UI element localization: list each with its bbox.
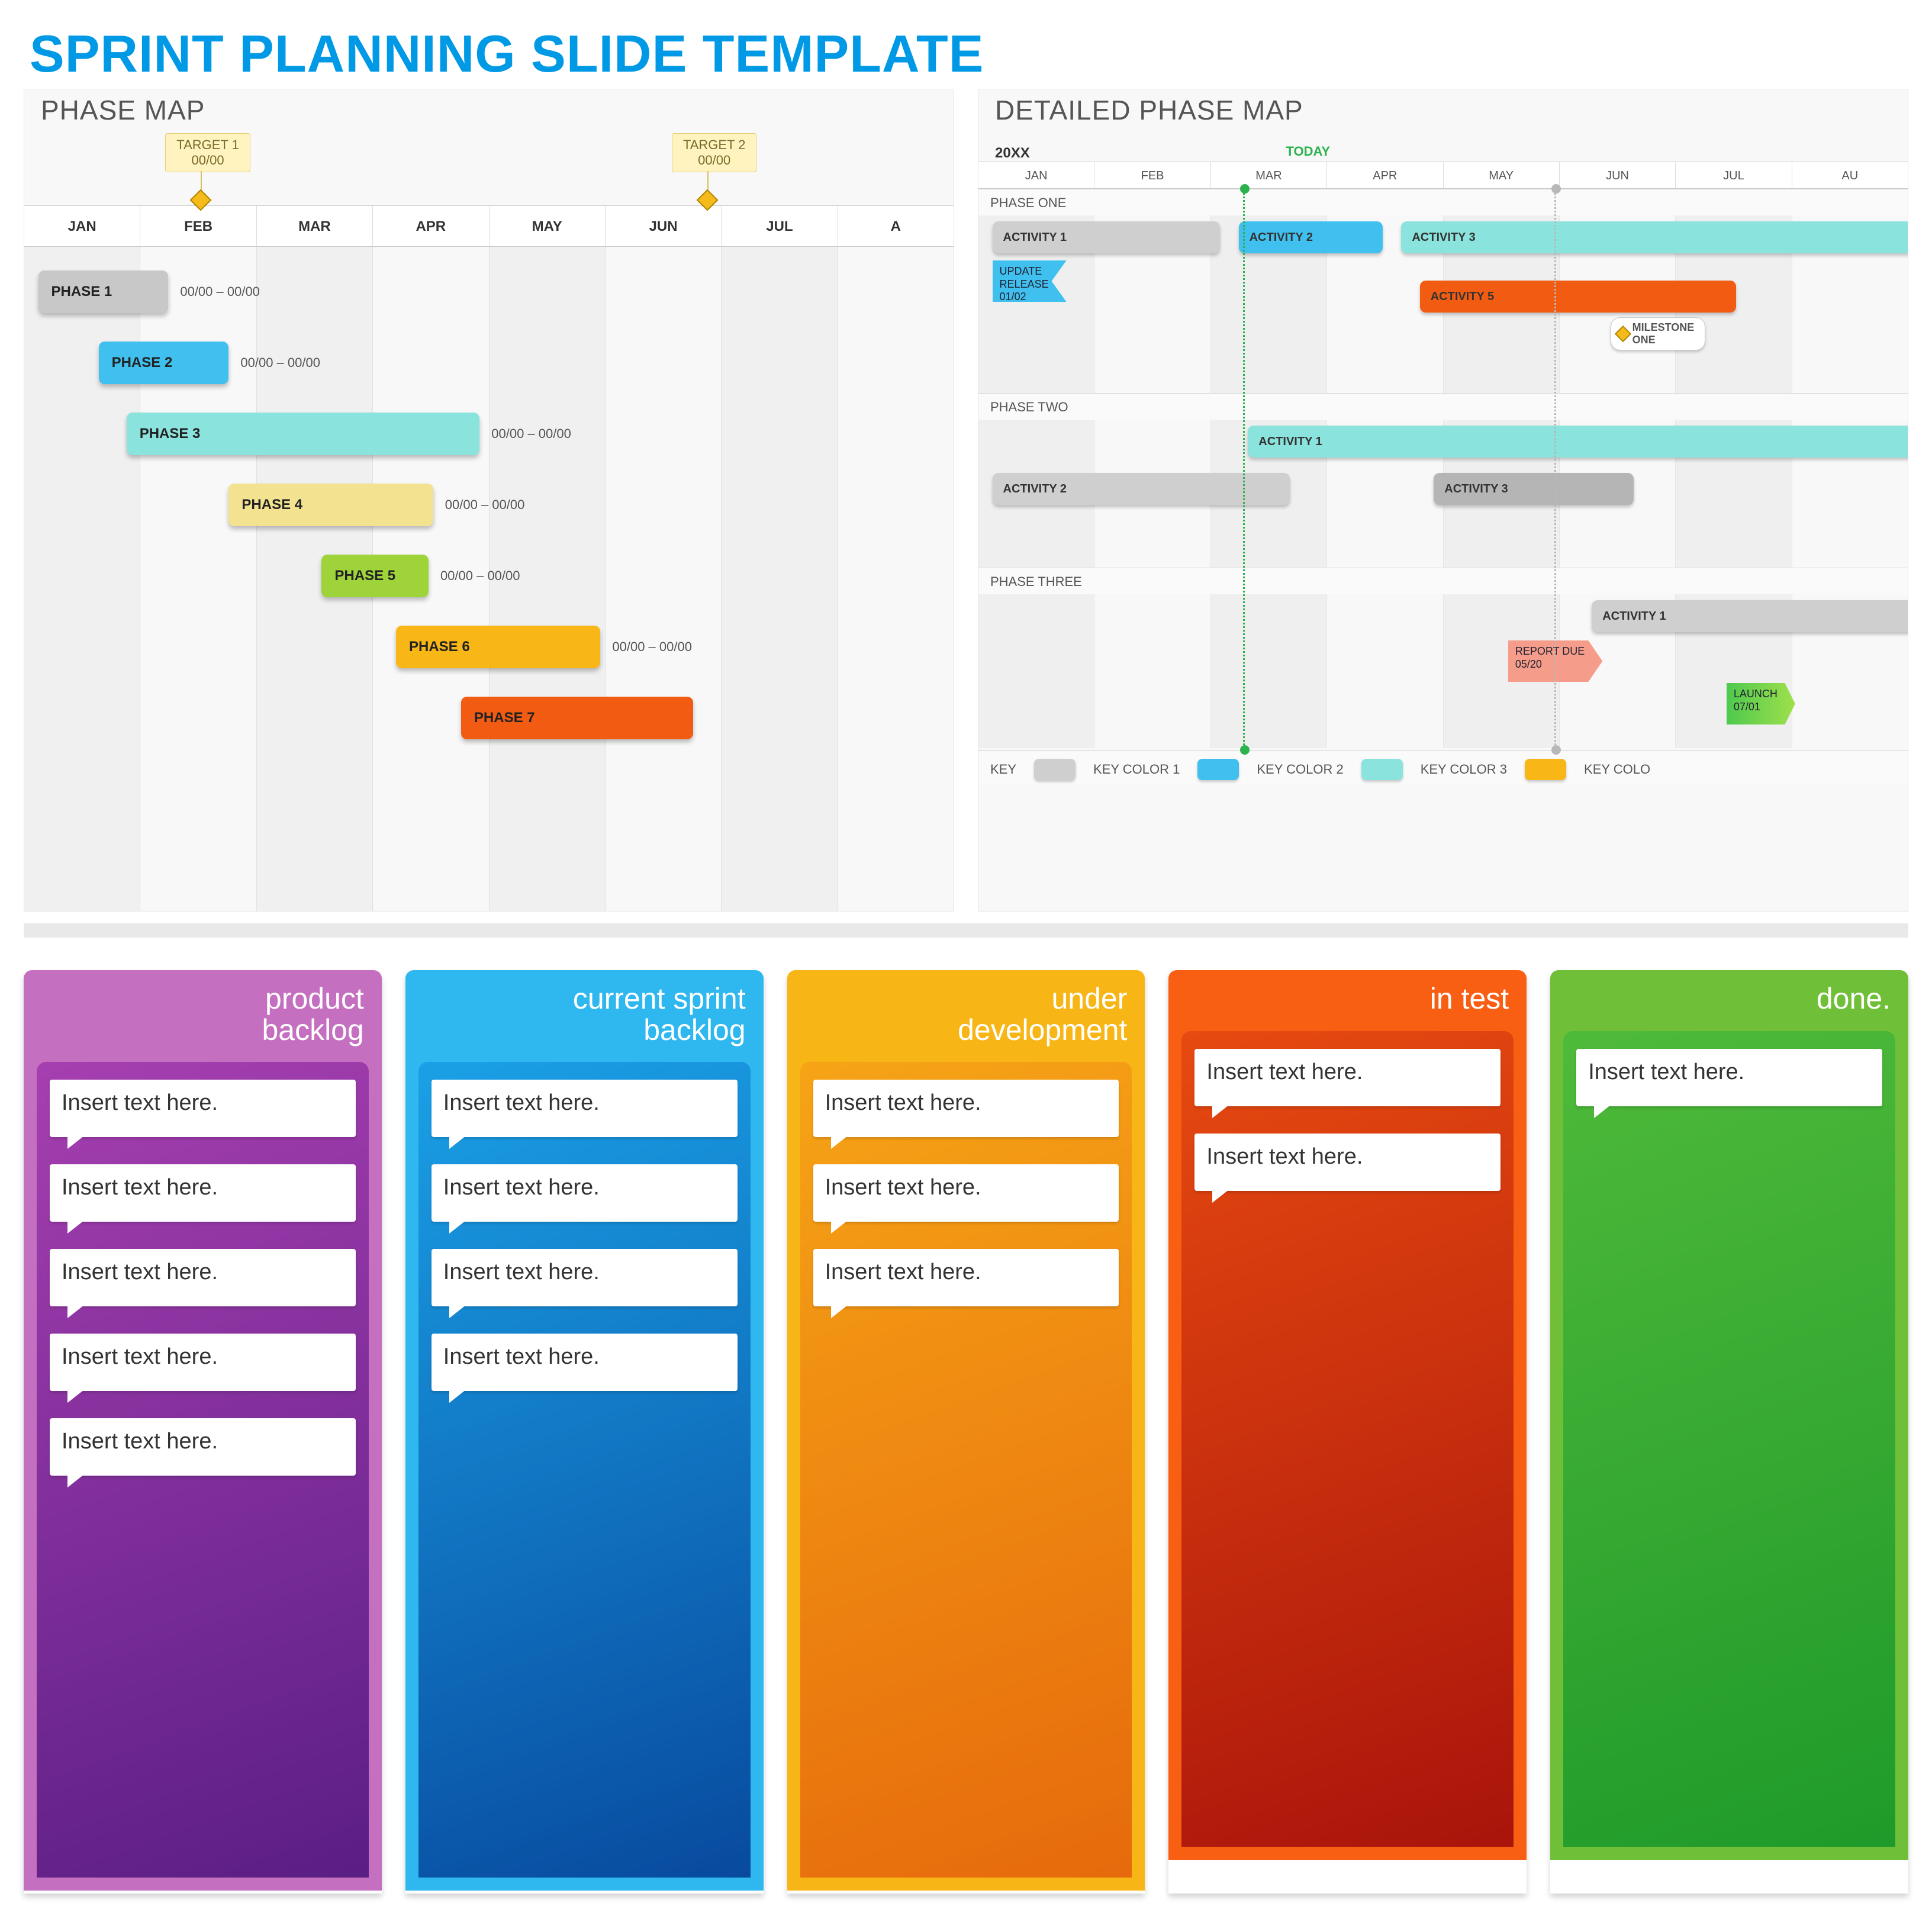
phase-date: 00/00 – 00/00 <box>445 497 525 513</box>
key-swatch <box>1361 759 1403 780</box>
month-cell: MAY <box>1443 162 1559 188</box>
page-title: SPRINT PLANNING SLIDE TEMPLATE <box>24 24 1908 84</box>
column-title: productbacklog <box>24 970 382 1062</box>
month-header-cell: JUN <box>605 206 721 246</box>
key-text: KEY COLOR 3 <box>1421 762 1507 777</box>
kanban-card[interactable]: Insert text here. <box>813 1164 1119 1222</box>
activity-bar: ACTIVITY 1 <box>1592 600 1908 632</box>
phase-bar: PHASE 7 <box>461 697 694 739</box>
phase-date: 00/00 – 00/00 <box>612 639 692 655</box>
kanban-card[interactable]: Insert text here. <box>1194 1049 1500 1106</box>
phase-date: 00/00 – 00/00 <box>440 568 520 584</box>
kanban-column: done. Insert text here. <box>1550 970 1908 1894</box>
kanban-column: underdevelopment Insert text here. Insert … <box>787 970 1145 1894</box>
month-header-cell: A <box>838 206 954 246</box>
activity-bar: ACTIVITY 5 <box>1420 281 1736 313</box>
phase-bar: PHASE 2 <box>99 342 229 384</box>
phase-bar: PHASE 5 <box>321 555 429 597</box>
phase-bar: PHASE 3 <box>127 413 480 455</box>
key-text: KEY COLO <box>1584 762 1650 777</box>
activity-bar: ACTIVITY 1 <box>993 221 1221 253</box>
phase-date: 00/00 – 00/00 <box>491 426 571 442</box>
phase-date: 00/00 – 00/00 <box>180 284 260 300</box>
month-cell: JAN <box>978 162 1094 188</box>
flag-marker: LAUNCH07/01 <box>1727 683 1795 724</box>
month-header-cell: JUL <box>721 206 837 246</box>
year-label: 20XX <box>995 145 1030 162</box>
target-label: TARGET 2 <box>683 137 746 153</box>
kanban-column: current sprintbacklog Insert text here. In… <box>405 970 764 1894</box>
kanban-card[interactable]: Insert text here. <box>432 1164 738 1222</box>
phase-map-title: PHASE MAP <box>24 89 954 128</box>
detailed-title: DETAILED PHASE MAP <box>978 89 1908 128</box>
kanban-card[interactable]: Insert text here. <box>50 1164 356 1222</box>
kanban-card[interactable]: Insert text here. <box>432 1334 738 1391</box>
kanban-card[interactable]: Insert text here. <box>1194 1134 1500 1191</box>
month-header-cell: MAR <box>256 206 372 246</box>
column-title: current sprintbacklog <box>405 970 764 1062</box>
kanban-card[interactable]: Insert text here. <box>432 1080 738 1137</box>
phase-bar: PHASE 1 <box>38 271 169 313</box>
month-cell: MAR <box>1210 162 1326 188</box>
activity-bar: ACTIVITY 2 <box>993 473 1290 505</box>
month-cell: JUN <box>1559 162 1675 188</box>
phase-map-panel: PHASE MAP TARGET 100/00TARGET 200/00 JAN… <box>24 89 954 912</box>
column-title: done. <box>1550 970 1908 1031</box>
month-cell: JUL <box>1675 162 1791 188</box>
target-date: 00/00 <box>683 153 746 168</box>
key-text: KEY COLOR 2 <box>1257 762 1343 777</box>
kanban-card[interactable]: Insert text here. <box>50 1418 356 1476</box>
key-label: KEY <box>990 762 1016 777</box>
milestone-pill: MILESTONEONE <box>1611 317 1706 350</box>
section-label: PHASE THREE <box>978 568 1908 594</box>
phase-date: 00/00 – 00/00 <box>240 355 320 371</box>
kanban-card[interactable]: Insert text here. <box>432 1249 738 1306</box>
month-header-cell: FEB <box>140 206 256 246</box>
key-swatch <box>1197 759 1239 780</box>
today-label: TODAY <box>1286 144 1330 159</box>
phase-bar: PHASE 4 <box>228 484 433 526</box>
month-header-cell: APR <box>372 206 488 246</box>
phase-bar: PHASE 6 <box>396 626 600 668</box>
kanban-card[interactable]: Insert text here. <box>50 1334 356 1391</box>
section-label: PHASE ONE <box>978 189 1908 215</box>
kanban-column: in test Insert text here. Insert text here… <box>1168 970 1527 1894</box>
activity-bar: ACTIVITY 3 <box>1401 221 1908 253</box>
section-label: PHASE TWO <box>978 393 1908 420</box>
key-swatch <box>1034 759 1076 780</box>
column-title: in test <box>1168 970 1527 1031</box>
kanban-card[interactable]: Insert text here. <box>813 1249 1119 1306</box>
detailed-phase-map-panel: DETAILED PHASE MAP 20XX TODAY JANFEBMARA… <box>978 89 1908 912</box>
month-header-cell: MAY <box>489 206 605 246</box>
month-header-cell: JAN <box>24 206 140 246</box>
target-date: 00/00 <box>176 153 239 168</box>
key-swatch <box>1525 759 1566 780</box>
month-cell: AU <box>1792 162 1908 188</box>
activity-bar: ACTIVITY 2 <box>1239 221 1383 253</box>
activity-bar: ACTIVITY 3 <box>1434 473 1634 505</box>
kanban-board: productbacklog Insert text here. Insert te… <box>24 970 1908 1894</box>
key-text: KEY COLOR 1 <box>1093 762 1180 777</box>
kanban-card[interactable]: Insert text here. <box>50 1249 356 1306</box>
kanban-card[interactable]: Insert text here. <box>50 1080 356 1137</box>
column-title: underdevelopment <box>787 970 1145 1062</box>
kanban-column: productbacklog Insert text here. Insert te… <box>24 970 382 1894</box>
month-cell: APR <box>1326 162 1442 188</box>
activity-bar: ACTIVITY 1 <box>1248 426 1908 458</box>
month-cell: FEB <box>1094 162 1210 188</box>
kanban-card[interactable]: Insert text here. <box>813 1080 1119 1137</box>
kanban-card[interactable]: Insert text here. <box>1576 1049 1882 1106</box>
target-label: TARGET 1 <box>176 137 239 153</box>
